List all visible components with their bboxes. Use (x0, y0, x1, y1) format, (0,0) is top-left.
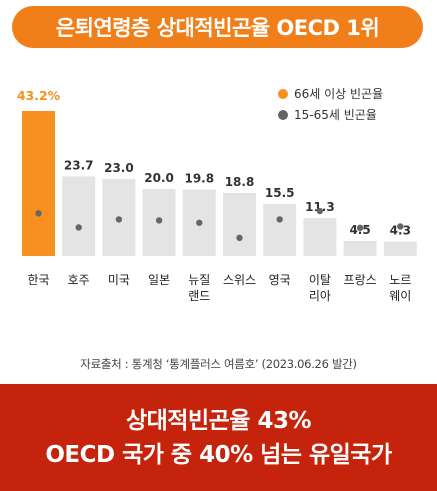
value-label-1: 23.7 (64, 158, 94, 172)
banner-line-2: OECD 국가 중 40% 넘는 유일국가 (45, 441, 392, 468)
legend-marker-0 (278, 89, 288, 99)
working-age-dot-8 (356, 224, 364, 232)
category-label-3: 일본 (148, 273, 170, 287)
value-label-6: 15.5 (265, 186, 295, 200)
value-label-4: 19.8 (184, 172, 214, 186)
chart-title: 은퇴연령층 상대적빈곤율 OECD 1위 (55, 16, 380, 40)
bar-6 (263, 203, 297, 256)
summary-banner: 상대적빈곤율 43% OECD 국가 중 40% 넘는 유일국가 (0, 384, 437, 491)
legend-marker-1 (278, 110, 288, 120)
bar-8 (343, 240, 377, 256)
category-label-4: 뉴질 랜드 (188, 273, 210, 303)
value-label-9: 4.3 (390, 224, 411, 238)
value-label-5: 18.8 (225, 175, 255, 189)
category-label-9: 노르 웨이 (389, 273, 411, 303)
working-age-dot-9 (397, 223, 404, 230)
banner-line-1: 상대적빈곤율 43% (125, 407, 312, 434)
source-note: 자료출처 : 통계청 ‘통계플러스 여름호’ (2023.06.26 발간) (80, 357, 357, 371)
legend-label-1: 15-65세 빈곤율 (294, 108, 377, 122)
bar-0 (22, 111, 55, 256)
working-age-dot-4 (196, 219, 203, 226)
bar-5 (223, 192, 256, 256)
bar-1 (62, 176, 96, 256)
category-label-6: 영국 (269, 273, 291, 287)
working-age-dot-7 (316, 207, 324, 215)
value-label-0: 43.2% (17, 88, 61, 103)
working-age-dot-6 (276, 216, 283, 223)
category-label-0: 한국 (27, 273, 49, 287)
value-label-3: 20.0 (144, 171, 174, 185)
working-age-dot-5 (236, 234, 243, 242)
working-age-dot-0 (35, 210, 42, 217)
category-label-2: 미국 (108, 273, 130, 287)
legend-label-0: 66세 이상 빈곤율 (294, 87, 383, 101)
category-label-1: 호주 (68, 273, 90, 287)
bar-chart: 43.2% 한국 23.7 호주 23.0 미국 20.0 일본 19.8 뉴질 랜드 18.8 스위스… (17, 87, 417, 303)
category-label-5: 스위스 (223, 273, 256, 287)
value-label-2: 23.0 (104, 161, 134, 175)
category-label-7: 이탈 리아 (309, 273, 331, 303)
bar-7 (303, 218, 337, 256)
category-label-8: 프랑스 (344, 273, 377, 287)
working-age-dot-3 (155, 217, 163, 224)
chart-title-pill: 은퇴연령층 상대적빈곤율 OECD 1위 (12, 6, 423, 48)
working-age-dot-2 (115, 216, 123, 223)
bar-9 (383, 241, 417, 256)
working-age-dot-1 (75, 224, 82, 231)
value-label-7: 11.3 (305, 200, 335, 214)
